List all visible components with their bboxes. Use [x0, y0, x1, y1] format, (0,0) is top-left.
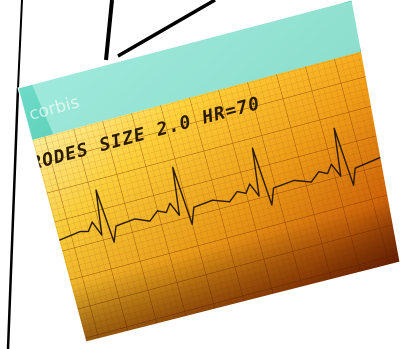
hanging-lines — [6, 0, 216, 349]
ecg-trace — [51, 127, 400, 244]
photo-edge — [17, 0, 400, 343]
ecg-strip: RODES SIZE 2.0 HR=70 — [18, 48, 400, 342]
